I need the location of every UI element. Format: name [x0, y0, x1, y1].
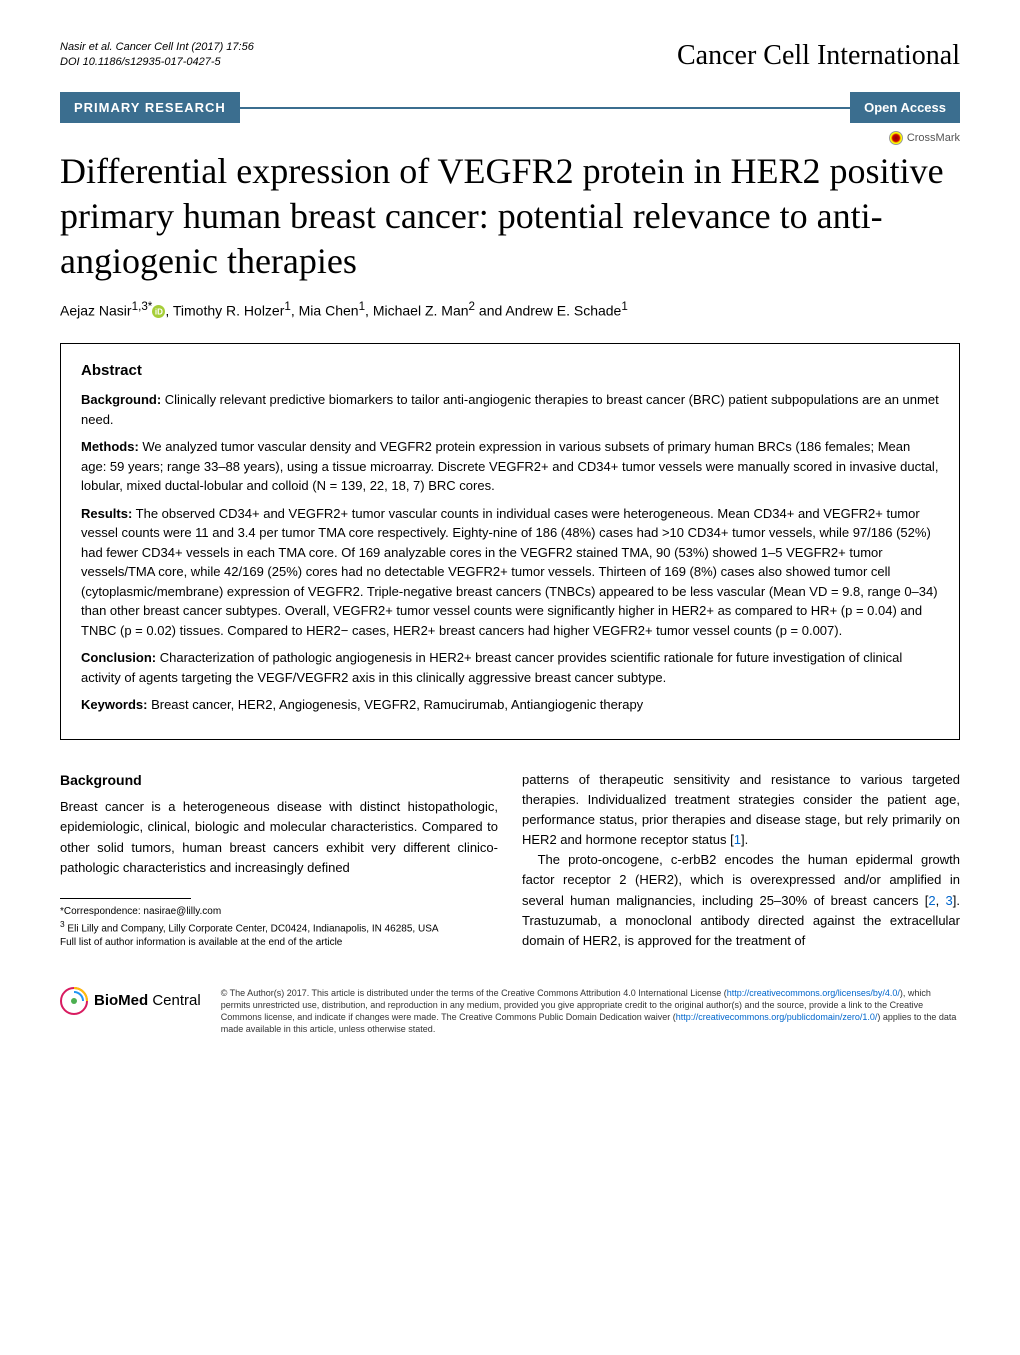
- abstract-heading: Abstract: [81, 360, 939, 383]
- full-list-footnote: Full list of author information is avail…: [60, 936, 498, 950]
- abstract-keywords-text: Breast cancer, HER2, Angiogenesis, VEGFR…: [147, 697, 643, 712]
- body-columns: Background Breast cancer is a heterogene…: [60, 770, 960, 951]
- license-text: © The Author(s) 2017. This article is di…: [221, 987, 960, 1036]
- abstract-methods: Methods: We analyzed tumor vascular dens…: [81, 437, 939, 496]
- abstract-conclusion-text: Characterization of pathologic angiogene…: [81, 650, 902, 685]
- abstract-keywords: Keywords: Breast cancer, HER2, Angiogene…: [81, 695, 939, 715]
- open-access-badge: Open Access: [850, 92, 960, 123]
- abstract-methods-text: We analyzed tumor vascular density and V…: [81, 439, 938, 493]
- category-row: PRIMARY RESEARCH Open Access: [60, 92, 960, 123]
- crossmark-label: CrossMark: [907, 132, 960, 144]
- background-para-3: The proto-oncogene, c-erbB2 encodes the …: [522, 850, 960, 951]
- category-badge: PRIMARY RESEARCH: [60, 92, 240, 123]
- biomed-text: BioMed Central: [94, 992, 201, 1009]
- background-para-1: Breast cancer is a heterogeneous disease…: [60, 797, 498, 878]
- citation-block: Nasir et al. Cancer Cell Int (2017) 17:5…: [60, 40, 254, 71]
- abstract-results-text: The observed CD34+ and VEGFR2+ tumor vas…: [81, 506, 938, 638]
- crossmark-icon: [889, 131, 903, 145]
- ref-link-2[interactable]: 2: [928, 893, 935, 908]
- correspondence-footnote: *Correspondence: nasirae@lilly.com: [60, 905, 498, 919]
- orcid-icon: [152, 305, 165, 318]
- biomed-rest: Central: [148, 992, 201, 1009]
- abstract-background: Background: Clinically relevant predicti…: [81, 390, 939, 429]
- license-link-1[interactable]: http://creativecommons.org/licenses/by/4…: [727, 988, 900, 998]
- left-column: Background Breast cancer is a heterogene…: [60, 770, 498, 951]
- abstract-conclusion-label: Conclusion:: [81, 650, 156, 665]
- biomed-central-logo[interactable]: BioMed Central: [60, 987, 201, 1015]
- article-title: Differential expression of VEGFR2 protei…: [60, 149, 960, 284]
- biomed-swirl-icon: [60, 987, 88, 1015]
- abstract-keywords-label: Keywords:: [81, 697, 147, 712]
- ref-separator: ,: [936, 893, 946, 908]
- license-a: © The Author(s) 2017. This article is di…: [221, 988, 727, 998]
- author-line: Aejaz Nasir1,3*, Timothy R. Holzer1, Mia…: [60, 300, 960, 319]
- abstract-conclusion: Conclusion: Characterization of patholog…: [81, 648, 939, 687]
- para3-text-a: The proto-oncogene, c-erbB2 encodes the …: [522, 852, 960, 907]
- ref-link-1[interactable]: 1: [734, 832, 741, 847]
- doi-line: DOI 10.1186/s12935-017-0427-5: [60, 55, 254, 70]
- category-rule: [240, 107, 850, 109]
- ref-link-3[interactable]: 3: [946, 893, 953, 908]
- crossmark-row: CrossMark: [60, 131, 960, 145]
- biomed-bold: BioMed: [94, 992, 148, 1009]
- background-para-2: patterns of therapeutic sensitivity and …: [522, 770, 960, 851]
- abstract-background-label: Background:: [81, 392, 161, 407]
- background-heading: Background: [60, 770, 498, 792]
- right-column: patterns of therapeutic sensitivity and …: [522, 770, 960, 951]
- abstract-results: Results: The observed CD34+ and VEGFR2+ …: [81, 504, 939, 641]
- abstract-results-label: Results:: [81, 506, 132, 521]
- crossmark-badge[interactable]: CrossMark: [889, 131, 960, 145]
- license-link-2[interactable]: http://creativecommons.org/publicdomain/…: [676, 1012, 878, 1022]
- journal-name: Cancer Cell International: [677, 40, 960, 72]
- page-footer: BioMed Central © The Author(s) 2017. Thi…: [60, 987, 960, 1036]
- abstract-methods-label: Methods:: [81, 439, 139, 454]
- abstract-box: Abstract Background: Clinically relevant…: [60, 343, 960, 740]
- para2-text-b: ].: [741, 832, 748, 847]
- footnote-divider: [60, 898, 191, 899]
- citation-line: Nasir et al. Cancer Cell Int (2017) 17:5…: [60, 40, 254, 55]
- page-header: Nasir et al. Cancer Cell Int (2017) 17:5…: [60, 40, 960, 72]
- affiliation-footnote: 3 Eli Lilly and Company, Lilly Corporate…: [60, 919, 498, 936]
- affiliation-text: Eli Lilly and Company, Lilly Corporate C…: [67, 923, 438, 934]
- abstract-background-text: Clinically relevant predictive biomarker…: [81, 392, 939, 427]
